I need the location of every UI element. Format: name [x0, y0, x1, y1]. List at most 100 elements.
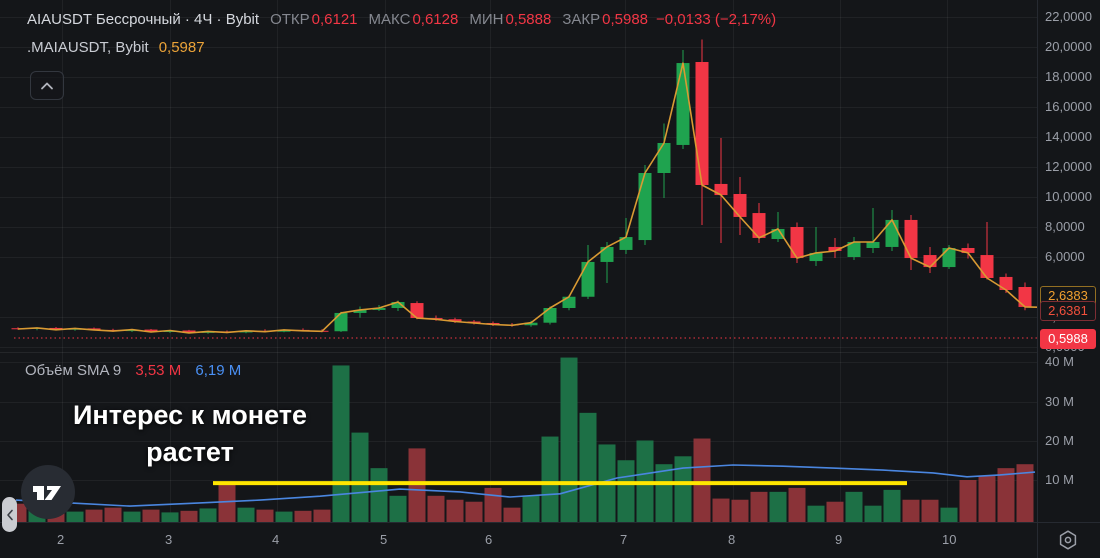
candle-body: [714, 183, 728, 196]
candle-body: [448, 319, 462, 322]
candle-body: [391, 302, 405, 308]
volume-bar: [427, 495, 445, 522]
volume-bar: [731, 499, 749, 522]
time-tick-label: 3: [165, 532, 173, 547]
candle-body: [790, 227, 804, 259]
collapse-legend-button[interactable]: [30, 71, 64, 100]
pane-settings-button[interactable]: [1056, 528, 1080, 552]
price-tick-label: 22,0000: [1045, 9, 1092, 24]
volume-bar: [237, 507, 255, 522]
volume-bar: [85, 509, 103, 522]
candle-body: [847, 242, 861, 257]
volume-bar: [484, 487, 502, 522]
candle-body: [657, 143, 671, 173]
volume-bar: [750, 491, 768, 522]
price-tick-label: 8,0000: [1045, 219, 1085, 234]
time-tick-label: 8: [728, 532, 736, 547]
time-tick-label: 10: [942, 532, 957, 547]
volume-bar: [978, 476, 996, 522]
volume-bar: [560, 357, 578, 522]
volume-bar: [446, 499, 464, 522]
tradingview-logo-icon: [21, 465, 75, 519]
volume-sma-line: [15, 464, 1036, 507]
volume-bar: [674, 456, 692, 522]
volume-bar: [940, 507, 958, 522]
tradingview-logo[interactable]: [20, 464, 76, 520]
symbol-title[interactable]: AIAUSDT Бессрочный · 4Ч · Bybit: [27, 11, 260, 28]
candle-body: [961, 248, 975, 253]
pane-divider[interactable]: [0, 352, 1037, 353]
volume-bar: [864, 505, 882, 522]
time-axis[interactable]: 2 3 4 5 6 7 8 9 10: [0, 523, 1037, 558]
candle-body: [828, 246, 842, 251]
volume-value: 3,53 M: [135, 362, 182, 379]
time-tick-label: 7: [620, 532, 628, 547]
candlestick-chart[interactable]: [0, 0, 1037, 522]
candle-body: [809, 252, 823, 262]
open-label: ОТКР: [270, 11, 310, 28]
price-tick-label: 20,0000: [1045, 39, 1092, 54]
chevron-up-icon: [41, 82, 53, 89]
close-label: ЗАКР: [562, 11, 601, 28]
volume-bar: [712, 498, 730, 522]
time-tick-label: 5: [380, 532, 388, 547]
time-tick-label: 6: [485, 532, 493, 547]
volume-title[interactable]: Объём: [25, 362, 73, 379]
candle-body: [695, 62, 709, 185]
volume-tick-label: 10 M: [1045, 472, 1074, 487]
candle-body: [866, 242, 880, 248]
candle-body: [239, 330, 253, 333]
volume-bar: [826, 501, 844, 522]
overlay-series-value: 0,5987: [158, 39, 205, 56]
volume-bar: [617, 460, 635, 522]
volume-bar: [541, 436, 559, 522]
volume-bar: [845, 491, 863, 522]
volume-bar: [389, 495, 407, 522]
volume-bar: [408, 448, 426, 522]
price-tick-label: 18,0000: [1045, 69, 1092, 84]
candle-body: [619, 237, 633, 250]
volume-bar: [351, 432, 369, 522]
volume-tick-label: 20 M: [1045, 433, 1074, 448]
volume-bar: [902, 499, 920, 522]
volume-bar: [883, 489, 901, 522]
candle-body: [1018, 287, 1032, 307]
high-label: МАКС: [368, 11, 411, 28]
price-tick-label: 14,0000: [1045, 129, 1092, 144]
volume-bar: [921, 499, 939, 522]
price-axis[interactable]: 22,0000 20,0000 18,0000 16,0000 14,0000 12,00…: [1038, 0, 1100, 522]
volume-bar: [123, 511, 141, 522]
volume-bar: [332, 365, 350, 522]
scroll-left-handle[interactable]: [2, 497, 17, 532]
volume-bar: [997, 468, 1015, 522]
low-value: 0,5888: [505, 11, 552, 28]
time-axis-border: [0, 522, 1100, 523]
symbol-header: AIAUSDT Бессрочный · 4Ч · Bybit ОТКР 0,612…: [27, 11, 776, 28]
candle-body: [353, 309, 367, 313]
close-value: 0,5988: [602, 11, 649, 28]
volume-sma-value: 6,19 M: [195, 362, 242, 379]
volume-bar: [503, 507, 521, 522]
volume-bar: [807, 505, 825, 522]
volume-bar: [1016, 464, 1034, 522]
overlay-price-line: [17, 62, 1037, 334]
volume-bar: [959, 480, 977, 522]
candle-body: [543, 308, 557, 323]
time-tick-label: 4: [272, 532, 280, 547]
annotation-text: Интерес к монете растет: [52, 397, 328, 471]
candle-body: [410, 303, 424, 319]
candle-body: [980, 255, 994, 278]
volume-bar: [313, 509, 331, 522]
change-value: −0,0133 (−2,17%): [656, 11, 777, 28]
candle-body: [676, 63, 690, 145]
candle-body: [182, 330, 196, 333]
candle-body: [277, 329, 291, 332]
overlay-series-title[interactable]: .MAIAUSDT, Bybit: [27, 39, 149, 56]
candle-body: [942, 248, 956, 268]
volume-bar: [294, 510, 312, 522]
volume-tick-label: 30 M: [1045, 394, 1074, 409]
volume-bar: [579, 412, 597, 522]
candle-body: [600, 246, 614, 262]
volume-legend: Объём SMA 9 3,53 M 6,19 M: [25, 362, 241, 379]
volume-bar: [142, 509, 160, 522]
